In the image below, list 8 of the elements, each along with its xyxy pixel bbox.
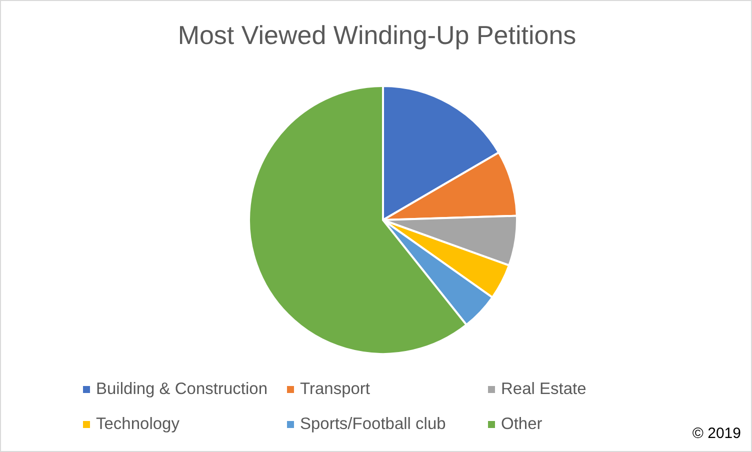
legend-label: Building & Construction — [96, 380, 268, 398]
legend-label: Technology — [96, 414, 180, 434]
text: © 2019 — [692, 425, 741, 442]
legend-label: Other — [501, 414, 542, 434]
legend-label: Sports/Football club — [300, 414, 446, 434]
chart-title: Most Viewed Winding-Up Petitions — [178, 20, 576, 50]
legend-label: Transport — [300, 380, 370, 398]
legend-label: Real Estate — [501, 380, 586, 398]
